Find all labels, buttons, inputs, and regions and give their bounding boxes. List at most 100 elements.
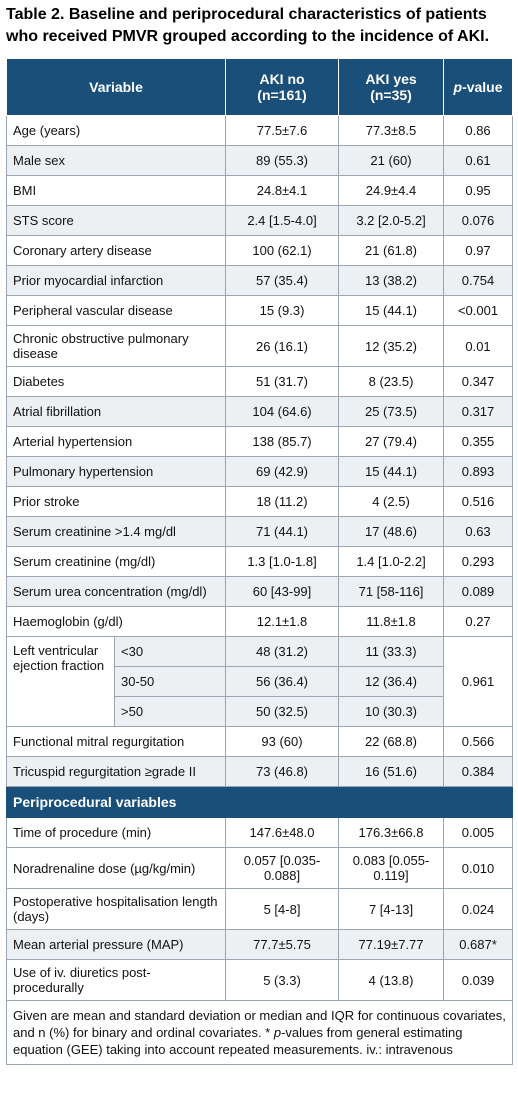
variable-cell: Serum creatinine >1.4 mg/dl	[5, 516, 227, 547]
table-row: Time of procedure (min) 147.6±48.0 176.3±6…	[5, 817, 514, 848]
footnote-row: Given are mean and standard deviation or…	[5, 1000, 514, 1065]
aki-no-cell: 50 (32.5)	[225, 696, 340, 727]
p-value-cell: 0.010	[443, 847, 514, 889]
p-value-cell: 0.61	[443, 145, 514, 176]
aki-no-cell: 51 (31.7)	[225, 366, 340, 397]
aki-no-cell: 138 (85.7)	[225, 426, 340, 457]
table-title-line-1: Table 2. Baseline and periprocedural cha…	[6, 6, 487, 23]
aki-no-cell: 48 (31.2)	[225, 636, 340, 667]
footnote-text-1: Given are mean and standard deviation or…	[13, 1008, 506, 1040]
variable-cell: Age (years)	[5, 115, 227, 146]
table-row: Tricuspid regurgitation ≥grade II 73 (46.…	[5, 756, 514, 787]
table-row: Male sex 89 (55.3) 21 (60) 0.61	[5, 145, 514, 176]
variable-cell: Serum creatinine (mg/dl)	[5, 546, 227, 577]
table-row: Diabetes 51 (31.7) 8 (23.5) 0.347	[5, 366, 514, 397]
variable-cell: Coronary artery disease	[5, 235, 227, 266]
footnote-p-italic: p	[273, 1025, 282, 1040]
p-value-cell: 0.893	[443, 456, 514, 487]
variable-cell: Noradrenaline dose (µg/kg/min)	[5, 847, 227, 889]
aki-yes-cell: 4 (13.8)	[338, 959, 445, 1001]
p-value-cell: 0.63	[443, 516, 514, 547]
variable-cell: Mean arterial pressure (MAP)	[5, 929, 227, 960]
p-value-cell: 0.317	[443, 396, 514, 427]
aki-no-cell: 104 (64.6)	[225, 396, 340, 427]
aki-no-cell: 26 (16.1)	[225, 325, 340, 367]
table-row: Chronic obstructive pulmonary disease 26 …	[5, 325, 514, 367]
table-title: Table 2. Baseline and periprocedural cha…	[6, 4, 512, 48]
p-value-cell: 0.293	[443, 546, 514, 577]
table-row-lvef: 30-50 56 (36.4) 12 (36.4)	[7, 666, 513, 697]
table-row: Peripheral vascular disease 15 (9.3) 15 (4…	[5, 295, 514, 326]
aki-yes-cell: 1.4 [1.0-2.2]	[338, 546, 445, 577]
aki-no-cell: 60 [43-99]	[225, 576, 340, 607]
p-value-cell: 0.355	[443, 426, 514, 457]
variable-cell: STS score	[5, 205, 227, 236]
aki-yes-cell: 17 (48.6)	[338, 516, 445, 547]
table-row: Prior myocardial infarction 57 (35.4) 13 (…	[5, 265, 514, 296]
aki-yes-cell: 11 (33.3)	[338, 636, 445, 667]
variable-cell: Prior myocardial infarction	[5, 265, 227, 296]
section-header: Periprocedural variables	[5, 786, 514, 818]
variable-cell: Male sex	[5, 145, 227, 176]
lvef-p-value-cell: 0.961	[443, 636, 514, 727]
aki-yes-cell: 21 (60)	[338, 145, 445, 176]
variable-cell: Peripheral vascular disease	[5, 295, 227, 326]
aki-no-cell: 1.3 [1.0-1.8]	[225, 546, 340, 577]
aki-yes-cell: 77.19±7.77	[338, 929, 445, 960]
aki-yes-cell: 8 (23.5)	[338, 366, 445, 397]
table-row: Atrial fibrillation 104 (64.6) 25 (73.5) 0.…	[5, 396, 514, 427]
aki-no-cell: 15 (9.3)	[225, 295, 340, 326]
footnote: Given are mean and standard deviation or…	[5, 1000, 514, 1065]
aki-no-cell: 77.5±7.6	[225, 115, 340, 146]
aki-yes-cell: 4 (2.5)	[338, 486, 445, 517]
variable-cell: Tricuspid regurgitation ≥grade II	[5, 756, 227, 787]
table-title-line-2: who received PMVR grouped according to t…	[6, 28, 490, 45]
aki-no-cell: 69 (42.9)	[225, 456, 340, 487]
table-row: Age (years) 77.5±7.6 77.3±8.5 0.86	[5, 115, 514, 146]
aki-yes-cell: 7 [4-13]	[338, 888, 445, 930]
variable-cell: Haemoglobin (g/dl)	[5, 606, 227, 637]
header-p-rest: -value	[462, 79, 503, 95]
table-row: Mean arterial pressure (MAP) 77.7±5.75 77.…	[5, 929, 514, 960]
aki-yes-cell: 16 (51.6)	[338, 756, 445, 787]
aki-yes-cell: 13 (38.2)	[338, 265, 445, 296]
aki-yes-cell: 25 (73.5)	[338, 396, 445, 427]
table-row: Functional mitral regurgitation 93 (60) 22…	[5, 726, 514, 757]
variable-cell: Functional mitral regurgitation	[5, 726, 227, 757]
aki-yes-cell: 11.8±1.8	[338, 606, 445, 637]
p-value-cell: 0.01	[443, 325, 514, 367]
variable-cell: Prior stroke	[5, 486, 227, 517]
table-row: STS score 2.4 [1.5-4.0] 3.2 [2.0-5.2] 0.076	[5, 205, 514, 236]
aki-yes-cell: 12 (36.4)	[338, 666, 445, 697]
aki-no-cell: 0.057 [0.035-0.088]	[225, 847, 340, 889]
section-header-row: Periprocedural variables	[5, 786, 514, 818]
variable-cell: BMI	[5, 175, 227, 206]
p-value-cell: 0.347	[443, 366, 514, 397]
header-p-italic: p	[453, 79, 463, 95]
aki-yes-cell: 77.3±8.5	[338, 115, 445, 146]
aki-yes-cell: 15 (44.1)	[338, 295, 445, 326]
table-row: Haemoglobin (g/dl) 12.1±1.8 11.8±1.8 0.27	[5, 606, 514, 637]
p-value-cell: 0.005	[443, 817, 514, 848]
aki-no-cell: 2.4 [1.5-4.0]	[225, 205, 340, 236]
table-row: Noradrenaline dose (µg/kg/min) 0.057 [0.0…	[5, 847, 514, 889]
characteristics-table: Variable AKI no (n=161) AKI yes (n=35) p…	[5, 58, 514, 1065]
aki-yes-cell: 15 (44.1)	[338, 456, 445, 487]
lvef-range-cell: >50	[113, 696, 227, 727]
aki-yes-cell: 10 (30.3)	[338, 696, 445, 727]
variable-cell: Chronic obstructive pulmonary disease	[5, 325, 227, 367]
aki-no-cell: 5 (3.3)	[225, 959, 340, 1001]
aki-yes-cell: 21 (61.8)	[338, 235, 445, 266]
aki-no-cell: 24.8±4.1	[225, 175, 340, 206]
table-row: Pulmonary hypertension 69 (42.9) 15 (44.1)…	[5, 456, 514, 487]
p-value-cell: 0.97	[443, 235, 514, 266]
aki-yes-cell: 24.9±4.4	[338, 175, 445, 206]
aki-no-cell: 89 (55.3)	[225, 145, 340, 176]
aki-no-cell: 77.7±5.75	[225, 929, 340, 960]
p-value-cell: 0.076	[443, 205, 514, 236]
variable-cell: Pulmonary hypertension	[5, 456, 227, 487]
p-value-cell: <0.001	[443, 295, 514, 326]
aki-no-cell: 147.6±48.0	[225, 817, 340, 848]
variable-cell: Postoperative hospitalisation length (da…	[5, 888, 227, 930]
aki-yes-cell: 12 (35.2)	[338, 325, 445, 367]
